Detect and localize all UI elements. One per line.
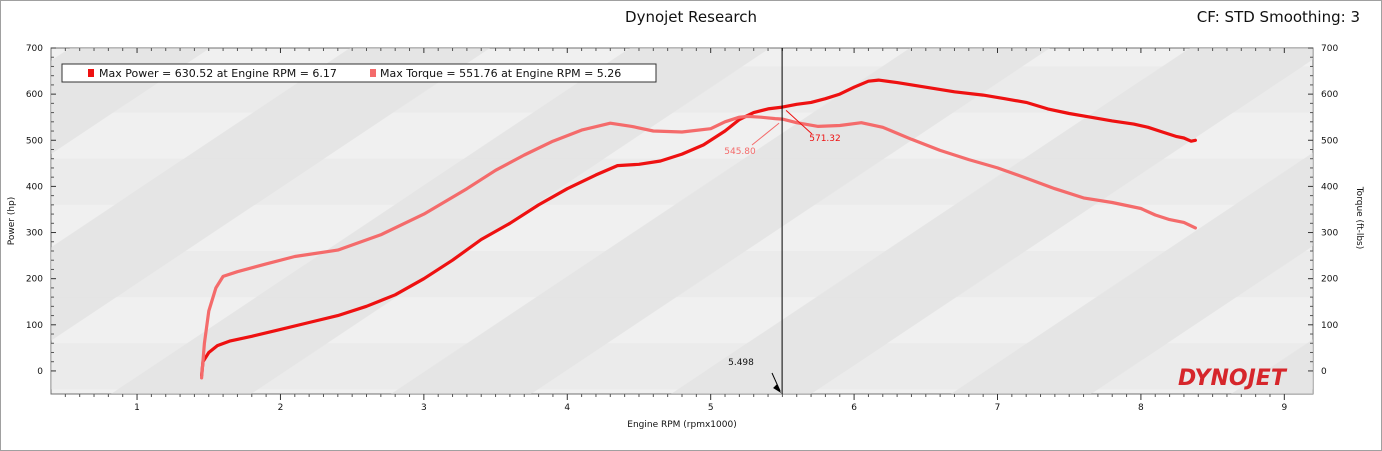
x-tick-label: 1 <box>134 403 140 413</box>
x-tick-label: 6 <box>851 403 857 413</box>
y-tick-label-left: 600 <box>26 90 43 100</box>
cursor-rpm-value: 5.498 <box>728 358 754 368</box>
y-tick-label-right: 0 <box>1321 367 1327 377</box>
background-band <box>51 343 1313 390</box>
y-tick-label-right: 700 <box>1321 44 1338 54</box>
y-tick-label-left: 400 <box>26 182 43 192</box>
x-tick-label: 8 <box>1138 403 1144 413</box>
x-tick-label: 3 <box>421 403 427 413</box>
y-tick-label-right: 600 <box>1321 90 1338 100</box>
legend: Max Power = 630.52 at Engine RPM = 6.17 … <box>61 63 657 83</box>
background-stripe <box>391 48 1050 394</box>
y-tick-label-right: 400 <box>1321 182 1338 192</box>
chart-title: Dynojet Research <box>625 8 757 26</box>
correction-factor-label: CF: STD Smoothing: 3 <box>1196 8 1360 26</box>
x-tick-label: 7 <box>995 403 1001 413</box>
y-axis-title-left: Power (hp) <box>7 197 17 246</box>
x-tick-label: 5 <box>708 403 714 413</box>
torque-pointer <box>751 122 780 146</box>
y-axis-title-right: Torque (ft-lbs) <box>1354 186 1364 250</box>
series-line-max-power <box>200 78 1197 378</box>
y-tick-label-left: 300 <box>26 229 43 239</box>
background-stripe <box>951 152 1313 394</box>
y-tick-label-left: 500 <box>26 136 43 146</box>
x-axis-title: Engine RPM (rpmx1000) <box>627 420 736 430</box>
power-pointer <box>785 109 813 135</box>
y-tick-label-left: 700 <box>26 44 43 54</box>
cursor-arrowhead <box>773 384 782 393</box>
series-layer <box>200 78 1197 380</box>
background-stripe <box>51 48 490 341</box>
y-tick-label-left: 200 <box>26 275 43 285</box>
cursor-layer <box>751 48 813 394</box>
legend-box <box>61 63 657 83</box>
torque-cursor-value: 545.80 <box>724 147 756 157</box>
background-stripe <box>111 48 770 394</box>
legend-swatch-power <box>88 69 94 77</box>
x-tick-label: 9 <box>1281 403 1287 413</box>
y-tick-label-left: 100 <box>26 321 43 331</box>
background-band <box>51 158 1313 205</box>
power-cursor-value: 571.32 <box>809 134 841 144</box>
y-tick-label-right: 200 <box>1321 275 1338 285</box>
background-band <box>51 250 1313 298</box>
x-tick-label: 2 <box>278 403 284 413</box>
axes: 0 0 100 100 200 200 300 300 400 400 500 500 600 600 70… <box>26 44 1339 413</box>
x-tick-label: 4 <box>564 403 570 413</box>
legend-entry-torque: Max Torque = 551.76 at Engine RPM = 5.26 <box>380 67 621 80</box>
legend-entry-power: Max Power = 630.52 at Engine RPM = 6.17 <box>99 67 337 80</box>
y-tick-label-right: 500 <box>1321 136 1338 146</box>
background-stripes <box>51 48 1313 394</box>
dynojet-logo: DYNOJET <box>1178 366 1288 391</box>
background-stripe <box>671 48 1313 394</box>
background-stripe <box>1231 339 1313 394</box>
y-tick-label-right: 100 <box>1321 321 1338 331</box>
legend-swatch-torque <box>370 69 376 77</box>
y-tick-label-left: 0 <box>37 367 43 377</box>
y-tick-label-right: 300 <box>1321 229 1338 239</box>
series-line-max-torque <box>200 114 1197 380</box>
